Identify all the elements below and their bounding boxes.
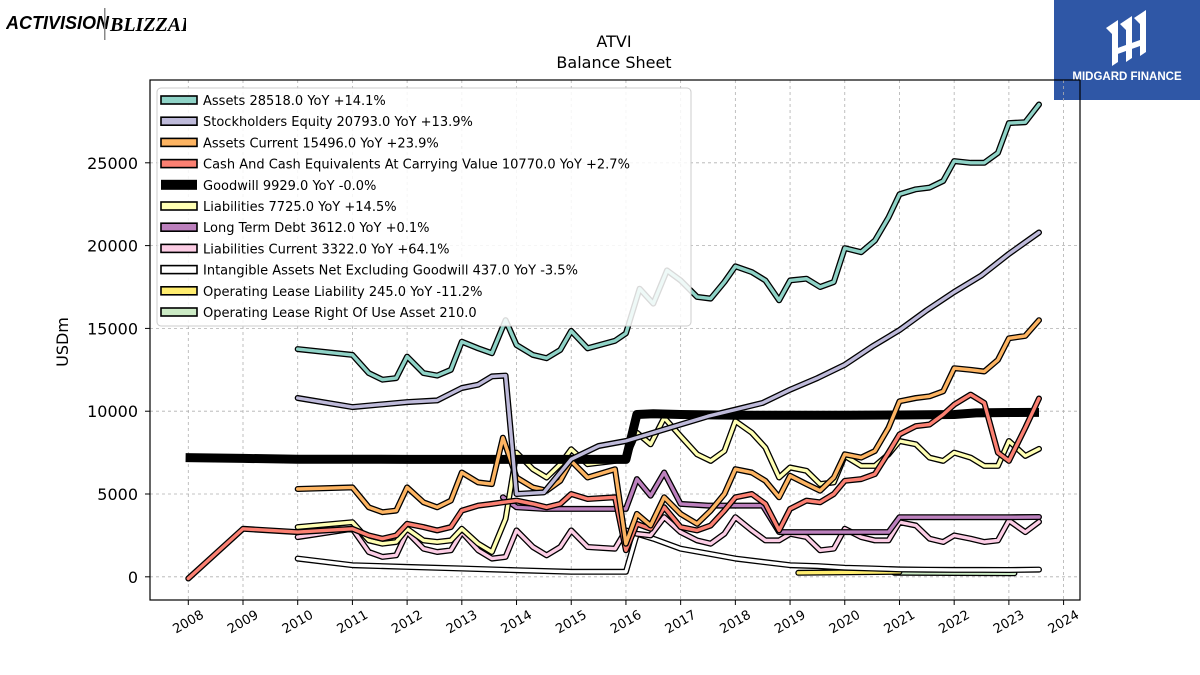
series-line-liabilities	[296, 416, 1041, 554]
y-tick-label: 25000	[87, 154, 138, 173]
series-line-intangible-assets-net-excluding-goodwill	[296, 532, 1041, 574]
chart-subtitle: Balance Sheet	[556, 53, 671, 72]
midgard-emblem-icon: MIDGARD FINANCE	[1072, 10, 1182, 83]
series-line-assets	[296, 102, 1041, 382]
legend-swatch-cash-and-cash-equivalents-at-carrying-value	[160, 158, 198, 169]
activision-blizzard-logo: ACTIVISION BLIZZARD	[6, 8, 186, 40]
series-outline-long-term-debt	[499, 469, 1042, 536]
legend-label-long-term-debt: Long Term Debt 3612.0 YoY +0.1%	[203, 221, 430, 236]
legend-swatch-liabilities	[160, 201, 198, 211]
x-tick-label: 2015	[553, 608, 589, 638]
series-line-long-term-debt	[501, 470, 1041, 534]
x-tick-label: 2012	[389, 608, 425, 638]
legend-swatch-operating-lease-right-of-use-asset	[160, 307, 198, 317]
logo-text-activision: ACTIVISION	[6, 13, 110, 33]
legend-swatch-long-term-debt	[160, 222, 198, 232]
series-lines	[185, 101, 1042, 582]
legend-swatch-operating-lease-liability	[160, 285, 198, 296]
x-tick-label: 2022	[936, 608, 972, 638]
legend-label-operating-lease-right-of-use-asset: Operating Lease Right Of Use Asset 210.0	[203, 306, 477, 321]
x-tick-label: 2016	[608, 608, 644, 638]
y-tick-label: 0	[128, 568, 138, 587]
x-tick-label: 2010	[280, 608, 316, 638]
x-tick-label: 2019	[772, 608, 808, 638]
series-line-stockholders-equity	[296, 230, 1041, 496]
x-tick-label: 2013	[444, 608, 480, 638]
x-tick-label: 2017	[663, 608, 699, 638]
x-tick-label: 2008	[170, 608, 206, 638]
x-tick-label: 2014	[499, 608, 535, 638]
y-axis-label: USDm	[53, 317, 72, 367]
legend-label-goodwill: Goodwill 9929.0 YoY -0.0%	[203, 179, 376, 194]
x-tick-label: 2009	[225, 608, 261, 638]
legend-swatch-stockholders-equity	[160, 116, 198, 126]
legend-label-liabilities-current: Liabilities Current 3322.0 YoY +64.1%	[203, 242, 450, 257]
logo-text-blizzard: BLIZZARD	[109, 14, 186, 36]
legend-box	[156, 87, 692, 327]
plot-frame	[149, 79, 1081, 601]
series-line-operating-lease-right-of-use-asset	[892, 571, 1017, 575]
legend-label-intangible-assets-net-excluding-goodwill: Intangible Assets Net Excluding Goodwill…	[203, 264, 578, 279]
chart-title: ATVI	[596, 32, 631, 51]
x-tick-label: 2018	[718, 608, 754, 638]
series-line-goodwill	[185, 407, 1040, 464]
legend-label-liabilities: Liabilities 7725.0 YoY +14.5%	[203, 200, 397, 215]
legend-swatch-liabilities-current	[160, 243, 198, 254]
legend-swatch-intangible-assets-net-excluding-goodwill	[160, 264, 198, 275]
logo-divider	[104, 8, 106, 40]
series-line-cash-and-cash-equivalents-at-carrying-value	[186, 392, 1041, 581]
series-line-liabilities-current	[296, 515, 1041, 561]
legend-label-cash-and-cash-equivalents-at-carrying-value: Cash And Cash Equivalents At Carrying Va…	[203, 158, 630, 173]
legend: Assets 28518.0 YoY +14.1% Stockholders Eq…	[156, 87, 692, 327]
legend-swatch-assets-current	[160, 137, 198, 148]
y-tick-label: 15000	[87, 319, 138, 338]
logo-text-midgard: MIDGARD FINANCE	[1072, 71, 1182, 83]
legend-label-assets: Assets 28518.0 YoY +14.1%	[203, 94, 386, 109]
y-tick-label: 5000	[97, 485, 138, 504]
y-tick-label: 10000	[87, 402, 138, 421]
x-tick-label: 2024	[1046, 608, 1082, 638]
series-line-assets-current	[296, 318, 1041, 546]
series-line-operating-lease-liability	[796, 570, 902, 575]
legend-label-assets-current: Assets Current 15496.0 YoY +23.9%	[203, 136, 439, 151]
legend-swatch-goodwill	[161, 179, 197, 190]
legend-swatch-assets	[160, 95, 198, 105]
x-tick-label: 2021	[882, 608, 918, 638]
legend-label-operating-lease-liability: Operating Lease Liability 245.0 YoY -11.…	[203, 285, 482, 300]
x-tick-label: 2023	[991, 608, 1027, 638]
y-tick-label: 20000	[87, 237, 138, 256]
x-tick-label: 2011	[335, 608, 371, 638]
legend-label-stockholders-equity: Stockholders Equity 20793.0 YoY +13.9%	[203, 115, 473, 130]
x-tick-label: 2020	[827, 608, 863, 638]
midgard-finance-logo: MIDGARD FINANCE	[1054, 0, 1200, 100]
